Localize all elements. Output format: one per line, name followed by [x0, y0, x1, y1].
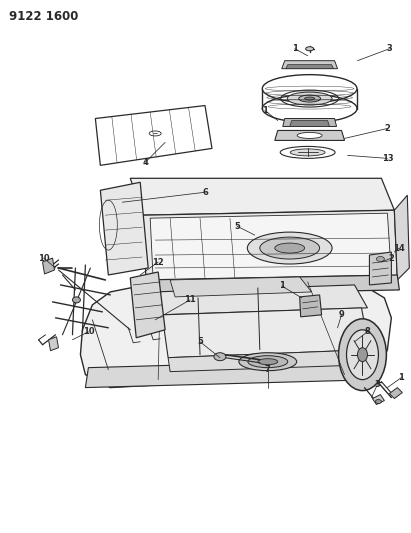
- Polygon shape: [43, 258, 55, 274]
- Ellipse shape: [287, 92, 332, 105]
- Polygon shape: [369, 252, 391, 285]
- Polygon shape: [48, 337, 58, 351]
- Ellipse shape: [214, 353, 226, 361]
- Polygon shape: [170, 277, 312, 297]
- Polygon shape: [81, 277, 391, 387]
- Text: 13: 13: [381, 154, 393, 163]
- Ellipse shape: [339, 319, 386, 391]
- Text: 6: 6: [202, 188, 208, 197]
- Text: 2: 2: [384, 124, 390, 133]
- Text: 1: 1: [398, 373, 404, 382]
- Polygon shape: [300, 295, 321, 317]
- Text: 9: 9: [339, 310, 344, 319]
- Ellipse shape: [306, 47, 314, 51]
- Text: 10: 10: [83, 327, 94, 336]
- Polygon shape: [286, 64, 334, 69]
- Text: 9122 1600: 9122 1600: [9, 10, 78, 23]
- Polygon shape: [130, 272, 165, 338]
- Text: 5: 5: [197, 337, 203, 346]
- Polygon shape: [155, 285, 367, 315]
- Ellipse shape: [258, 359, 278, 365]
- Ellipse shape: [248, 356, 288, 368]
- Polygon shape: [162, 308, 369, 358]
- Text: 1: 1: [292, 44, 298, 53]
- Text: 3: 3: [374, 380, 380, 389]
- Text: 12: 12: [152, 257, 164, 266]
- Ellipse shape: [305, 97, 315, 100]
- Ellipse shape: [72, 297, 81, 303]
- Ellipse shape: [275, 243, 305, 253]
- Ellipse shape: [346, 330, 379, 379]
- Polygon shape: [168, 350, 369, 372]
- Polygon shape: [150, 213, 391, 280]
- Ellipse shape: [260, 237, 320, 259]
- Ellipse shape: [376, 256, 384, 262]
- Text: 2: 2: [388, 254, 394, 263]
- Polygon shape: [275, 131, 344, 140]
- Text: 5: 5: [234, 222, 240, 231]
- Polygon shape: [130, 179, 395, 215]
- Ellipse shape: [375, 400, 381, 403]
- Text: 1: 1: [279, 281, 285, 290]
- Text: 8: 8: [365, 327, 370, 336]
- Ellipse shape: [239, 353, 297, 370]
- Polygon shape: [282, 61, 337, 69]
- Text: 7: 7: [265, 365, 271, 374]
- Ellipse shape: [290, 149, 325, 156]
- Text: 11: 11: [184, 295, 196, 304]
- Polygon shape: [395, 195, 409, 280]
- Text: 1: 1: [262, 106, 268, 115]
- Ellipse shape: [299, 95, 321, 102]
- Polygon shape: [389, 387, 402, 399]
- Polygon shape: [143, 210, 397, 285]
- Text: 10: 10: [38, 254, 49, 263]
- Text: 4: 4: [142, 158, 148, 167]
- Polygon shape: [85, 360, 377, 387]
- Ellipse shape: [358, 348, 367, 362]
- Text: 14: 14: [393, 244, 405, 253]
- Polygon shape: [290, 120, 330, 126]
- Polygon shape: [283, 118, 337, 126]
- Ellipse shape: [247, 232, 332, 264]
- Ellipse shape: [297, 133, 322, 139]
- Polygon shape: [372, 394, 384, 405]
- Polygon shape: [143, 275, 399, 295]
- Polygon shape: [100, 182, 148, 275]
- Text: 3: 3: [386, 44, 392, 53]
